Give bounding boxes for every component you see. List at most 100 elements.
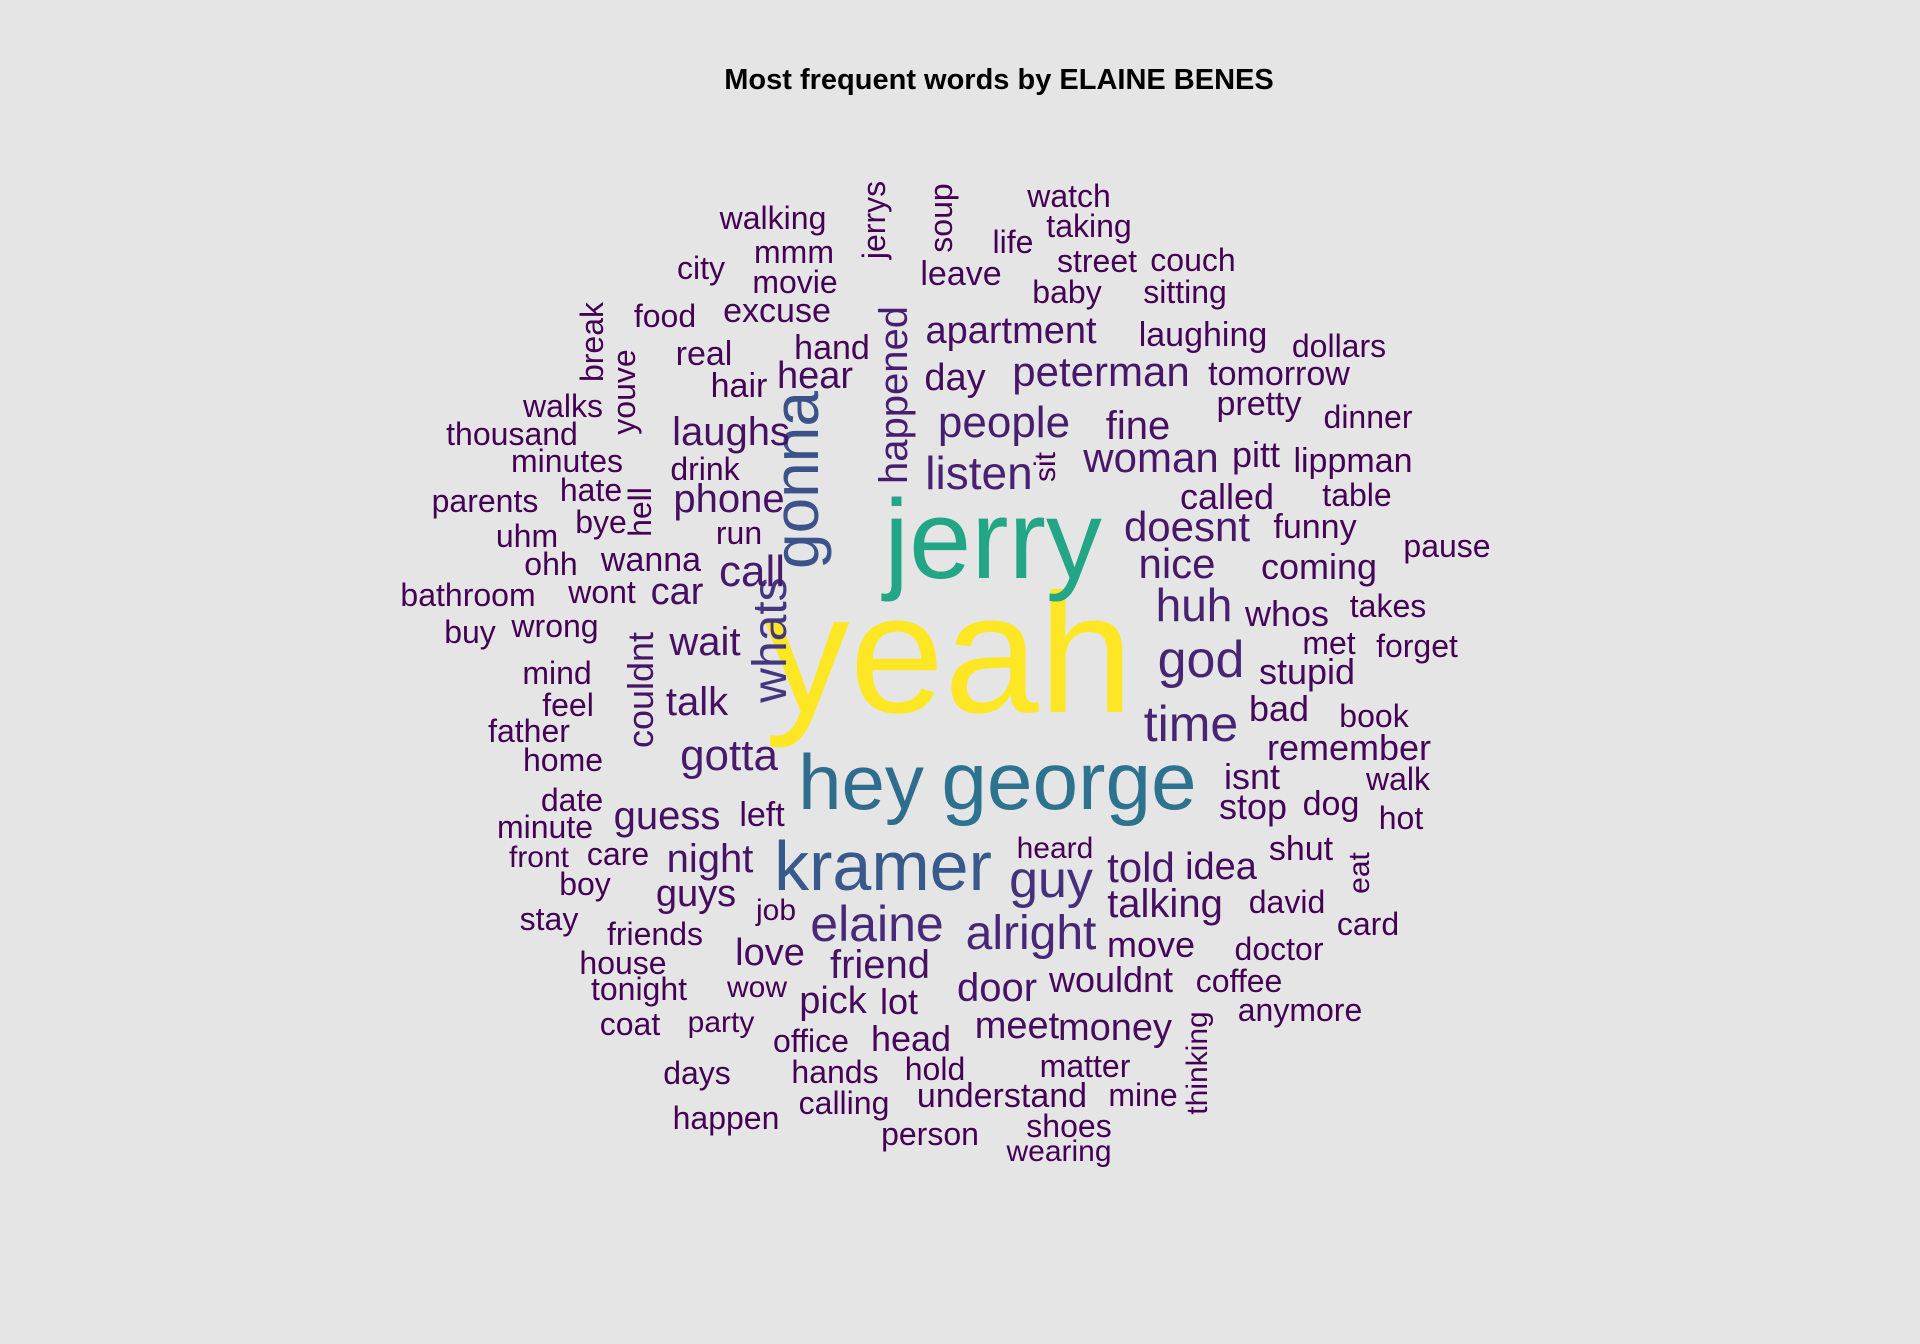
word-pick: pick bbox=[799, 980, 868, 1022]
word-funny: funny bbox=[1273, 508, 1356, 546]
word-mine: mine bbox=[1108, 1077, 1177, 1113]
word-friends: friends bbox=[607, 916, 703, 952]
word-anymore: anymore bbox=[1238, 992, 1363, 1028]
word-hot: hot bbox=[1379, 800, 1424, 836]
word-tonight: tonight bbox=[591, 971, 687, 1007]
word-move: move bbox=[1107, 924, 1195, 965]
word-money: money bbox=[1058, 1007, 1172, 1049]
word-idea: idea bbox=[1185, 846, 1258, 888]
word-drink: drink bbox=[670, 451, 740, 487]
word-lot: lot bbox=[880, 981, 918, 1022]
word-run: run bbox=[716, 515, 762, 551]
word-job: job bbox=[755, 894, 796, 927]
word-thousand: thousand bbox=[446, 416, 578, 452]
word-call: call bbox=[719, 547, 785, 596]
word-shoes: shoes bbox=[1026, 1108, 1111, 1144]
word-street: street bbox=[1057, 243, 1137, 279]
word-city: city bbox=[677, 250, 725, 286]
word-mind: mind bbox=[522, 655, 591, 691]
word-dinner: dinner bbox=[1324, 399, 1413, 435]
word-front: front bbox=[509, 841, 570, 874]
word-food: food bbox=[634, 298, 696, 334]
word-phone: phone bbox=[673, 477, 784, 521]
word-couch: couch bbox=[1150, 242, 1235, 278]
word-table: table bbox=[1322, 477, 1391, 513]
word-ohh: ohh bbox=[524, 546, 577, 582]
word-walking: walking bbox=[719, 200, 827, 236]
word-matter: matter bbox=[1040, 1048, 1131, 1084]
word-card: card bbox=[1337, 906, 1399, 942]
word-minute: minute bbox=[497, 809, 593, 845]
word-doesnt: doesnt bbox=[1124, 503, 1250, 550]
word-people: people bbox=[938, 398, 1070, 447]
word-peterman: peterman bbox=[1012, 348, 1189, 395]
word-youve: youve bbox=[606, 349, 642, 434]
word-laughing: laughing bbox=[1139, 316, 1268, 354]
word-called: called bbox=[1180, 476, 1274, 517]
word-woman: woman bbox=[1082, 434, 1218, 481]
word-fine: fine bbox=[1106, 404, 1171, 448]
word-days: days bbox=[663, 1055, 731, 1091]
word-guess: guess bbox=[614, 794, 721, 838]
word-bad: bad bbox=[1249, 688, 1309, 729]
word-pitt: pitt bbox=[1232, 434, 1280, 475]
word-walk: walk bbox=[1365, 761, 1431, 797]
word-hell: hell bbox=[622, 487, 658, 537]
word-friend: friend bbox=[830, 943, 930, 987]
word-guy: guy bbox=[1009, 851, 1093, 909]
word-god: god bbox=[1158, 631, 1245, 689]
word-excuse: excuse bbox=[723, 292, 831, 330]
word-wouldnt: wouldnt bbox=[1048, 959, 1173, 1000]
word-minutes: minutes bbox=[511, 443, 623, 479]
word-coffee: coffee bbox=[1196, 963, 1283, 999]
word-dollars: dollars bbox=[1292, 328, 1386, 364]
word-left: left bbox=[739, 796, 785, 834]
word-sit: sit bbox=[1029, 451, 1062, 482]
word-kramer: kramer bbox=[774, 827, 992, 905]
word-home: home bbox=[523, 742, 603, 778]
word-life: life bbox=[993, 224, 1034, 260]
word-understand: understand bbox=[917, 1077, 1087, 1115]
word-guys: guys bbox=[656, 873, 736, 915]
word-alright: alright bbox=[966, 907, 1097, 960]
word-hands: hands bbox=[791, 1054, 878, 1090]
word-happen: happen bbox=[673, 1100, 780, 1136]
word-day: day bbox=[924, 357, 985, 399]
chart-title: Most frequent words by ELAINE BENES bbox=[724, 64, 1273, 96]
word-wont: wont bbox=[567, 574, 636, 610]
word-sitting: sitting bbox=[1143, 274, 1227, 310]
word-wanna: wanna bbox=[600, 541, 701, 579]
word-father: father bbox=[488, 713, 570, 749]
word-walks: walks bbox=[522, 388, 603, 424]
word-hair: hair bbox=[711, 367, 768, 405]
word-date: date bbox=[541, 782, 603, 818]
word-break: break bbox=[574, 301, 610, 382]
word-night: night bbox=[667, 837, 754, 881]
word-wrong: wrong bbox=[510, 608, 598, 644]
word-laughs: laughs bbox=[672, 410, 790, 454]
word-huh: huh bbox=[1156, 579, 1233, 631]
word-yeah: yeah bbox=[765, 559, 1134, 749]
word-stay: stay bbox=[520, 901, 579, 937]
word-shut: shut bbox=[1269, 830, 1334, 868]
word-whats: whats bbox=[744, 577, 797, 703]
word-george: george bbox=[941, 736, 1196, 827]
word-gonna: gonna bbox=[760, 391, 832, 569]
word-elaine: elaine bbox=[810, 896, 943, 952]
word-boy: boy bbox=[559, 866, 611, 902]
word-car: car bbox=[651, 571, 704, 613]
word-thinking: thinking bbox=[1181, 1011, 1214, 1114]
word-bye: bye bbox=[575, 504, 627, 540]
word-remember: remember bbox=[1267, 727, 1431, 768]
word-house: house bbox=[579, 945, 666, 981]
word-hate: hate bbox=[560, 472, 622, 508]
word-hold: hold bbox=[905, 1051, 966, 1087]
word-watch: watch bbox=[1026, 178, 1111, 214]
word-takes: takes bbox=[1350, 588, 1426, 624]
word-hey: hey bbox=[798, 738, 924, 826]
word-movie: movie bbox=[752, 264, 837, 300]
word-meet: meet bbox=[975, 1005, 1060, 1047]
word-heard: heard bbox=[1017, 832, 1094, 865]
